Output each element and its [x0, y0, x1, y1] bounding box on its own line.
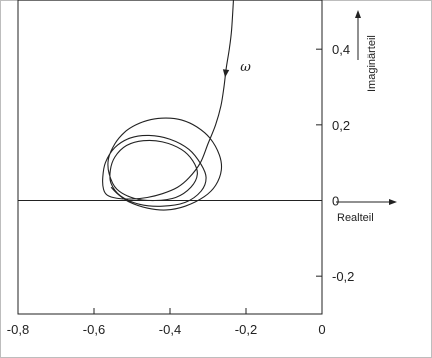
x-tick-label: -0,4	[159, 322, 181, 337]
y-tick-label: 0,2	[332, 118, 350, 133]
ylabel-arrowhead	[355, 10, 361, 18]
nyquist-curve	[102, 0, 235, 211]
nyquist-curve-group	[102, 0, 235, 211]
y-axis-label: Imaginärteil	[366, 35, 378, 92]
xlabel-arrowhead	[389, 199, 397, 205]
x-tick-label: -0,8	[7, 322, 29, 337]
y-tick-label: 0,4	[332, 42, 350, 57]
x-axis-ticks: -0,8 -0,6 -0,4 -0,2 0	[7, 308, 326, 337]
y-tick-label: -0,2	[332, 269, 354, 284]
curve-direction-arrow	[222, 69, 230, 78]
x-tick-label: 0	[318, 322, 325, 337]
y-tick-label: 0	[332, 194, 339, 209]
x-axis-label: Realteil	[337, 212, 374, 224]
y-axis-ticks: -0,2 0 0,2 0,4	[316, 42, 354, 284]
x-tick-label: -0,6	[83, 322, 105, 337]
omega-annotation: ω	[240, 60, 251, 75]
x-tick-label: -0,2	[235, 322, 257, 337]
